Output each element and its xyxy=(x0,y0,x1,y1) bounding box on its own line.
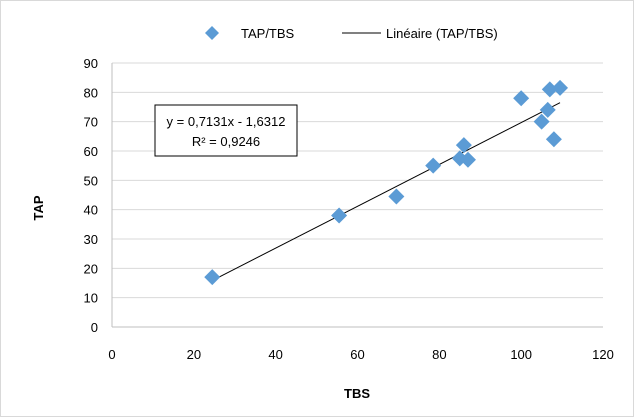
x-tick-label: 20 xyxy=(187,347,201,362)
legend: TAP/TBS Linéaire (TAP/TBS) xyxy=(205,26,498,41)
data-point xyxy=(388,188,405,205)
gridlines xyxy=(112,62,603,299)
y-tick-label: 10 xyxy=(84,291,98,306)
x-tick-labels: 0 20 40 60 80 100 120 xyxy=(108,347,613,362)
x-axis-title: TBS xyxy=(344,386,370,401)
legend-trendline-label: Linéaire (TAP/TBS) xyxy=(386,26,498,41)
y-tick-label: 30 xyxy=(84,232,98,247)
x-tick-label: 120 xyxy=(592,347,614,362)
data-point xyxy=(204,269,221,286)
x-tick-label: 40 xyxy=(268,347,282,362)
trendline-equation: y = 0,7131x - 1,6312 xyxy=(167,114,286,129)
y-axis-title: TAP xyxy=(31,195,46,220)
data-point xyxy=(425,157,442,174)
x-tick-label: 100 xyxy=(510,347,532,362)
y-tick-label: 40 xyxy=(84,203,98,218)
data-points xyxy=(204,79,569,286)
y-tick-label: 20 xyxy=(84,261,98,276)
data-point xyxy=(455,137,472,154)
x-tick-label: 80 xyxy=(432,347,446,362)
y-tick-label: 90 xyxy=(84,56,98,71)
data-point xyxy=(459,151,476,168)
x-tick-label: 60 xyxy=(350,347,364,362)
data-point xyxy=(331,207,348,224)
axes xyxy=(111,63,603,328)
legend-diamond-marker xyxy=(205,26,219,40)
trendline-equation-box: y = 0,7131x - 1,6312 R² = 0,9246 xyxy=(154,104,298,157)
y-tick-label: 0 xyxy=(91,320,98,335)
data-point xyxy=(513,90,530,107)
legend-series-label: TAP/TBS xyxy=(241,26,295,41)
y-tick-label: 80 xyxy=(84,85,98,100)
y-tick-labels: 0 10 20 30 40 50 60 70 80 90 xyxy=(84,56,98,335)
trendline xyxy=(212,102,561,281)
y-tick-label: 60 xyxy=(84,144,98,159)
data-point xyxy=(541,81,558,98)
data-point xyxy=(552,79,569,96)
data-point xyxy=(533,113,550,130)
y-tick-label: 70 xyxy=(84,115,98,130)
data-point xyxy=(545,131,562,148)
data-point xyxy=(539,101,556,118)
y-tick-label: 50 xyxy=(84,173,98,188)
x-tick-label: 0 xyxy=(108,347,115,362)
trendline-r-squared: R² = 0,9246 xyxy=(192,134,260,149)
